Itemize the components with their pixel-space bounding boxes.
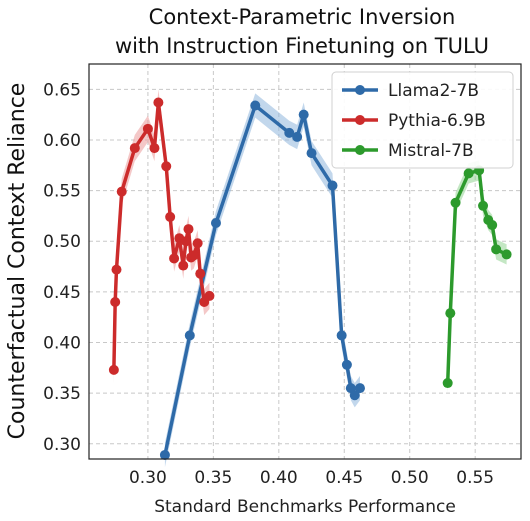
data-point [491, 244, 502, 255]
data-point [450, 197, 461, 208]
series-lines [108, 97, 512, 460]
y-tick-label: 0.40 [43, 334, 81, 354]
data-point [192, 238, 203, 249]
data-point [110, 297, 121, 308]
data-point [210, 218, 221, 229]
data-point [183, 224, 194, 235]
data-point [204, 290, 215, 301]
x-tick-label: 0.35 [194, 468, 232, 488]
data-point [108, 364, 119, 375]
legend-label: Mistral-7B [388, 141, 474, 161]
data-point [178, 260, 189, 271]
data-point [298, 109, 309, 120]
data-point [292, 131, 303, 142]
chart-title-line-2: with Instruction Finetuning on TULU [115, 34, 489, 58]
data-point [306, 148, 317, 159]
data-point [180, 236, 191, 247]
y-tick-label: 0.60 [43, 131, 81, 151]
data-point [487, 220, 498, 231]
data-point [341, 359, 352, 370]
legend-marker [355, 85, 365, 95]
data-point [111, 264, 122, 275]
x-tick-label: 0.40 [260, 468, 298, 488]
legend: Llama2-7B Pythia-6.9B Mistral-7B [331, 71, 514, 169]
data-point [149, 143, 160, 154]
data-point [129, 143, 140, 154]
y-tick-label: 0.45 [43, 283, 81, 303]
x-tick-label: 0.50 [391, 468, 429, 488]
legend-marker [355, 115, 365, 125]
legend-box [331, 71, 514, 169]
data-point [463, 168, 474, 179]
y-tick-label: 0.65 [43, 80, 81, 100]
y-tick-label: 0.55 [43, 182, 81, 202]
legend-label: Pythia-6.9B [388, 111, 486, 131]
series-line [445, 168, 509, 385]
legend-marker [355, 145, 365, 155]
data-point [327, 180, 338, 191]
plot-frame [88, 63, 522, 460]
data-point [478, 200, 489, 211]
data-point [336, 330, 347, 341]
y-tick-label: 0.35 [43, 384, 81, 404]
data-point [142, 123, 153, 134]
data-point [165, 211, 176, 222]
data-point [250, 100, 261, 111]
x-axis-label: Standard Benchmarks Performance [154, 497, 456, 517]
data-point [169, 253, 180, 264]
x-tick-label: 0.30 [129, 468, 167, 488]
chart-title-line-1: Context-Parametric Inversion [149, 5, 456, 29]
data-point [354, 383, 365, 394]
data-point [184, 330, 195, 341]
y-tick-label: 0.50 [43, 232, 81, 252]
data-point [442, 378, 453, 389]
legend-label: Llama2-7B [388, 81, 479, 101]
data-point [349, 390, 360, 401]
data-point [159, 449, 170, 460]
data-point [116, 186, 127, 197]
y-tick-label: 0.30 [43, 435, 81, 455]
y-axis-label: Counterfactual Context Reliance [5, 83, 30, 440]
data-point [195, 268, 206, 279]
data-point [445, 308, 456, 319]
x-tick-label: 0.55 [456, 468, 494, 488]
data-point [161, 161, 172, 172]
data-point [284, 127, 295, 138]
data-point [188, 250, 199, 261]
data-point [501, 249, 512, 260]
axes: 0.30 0.35 0.40 0.45 0.50 0.55 0.30 0.35 0.40 0.45… [43, 63, 522, 488]
data-point [153, 97, 164, 108]
x-tick-label: 0.45 [325, 468, 363, 488]
